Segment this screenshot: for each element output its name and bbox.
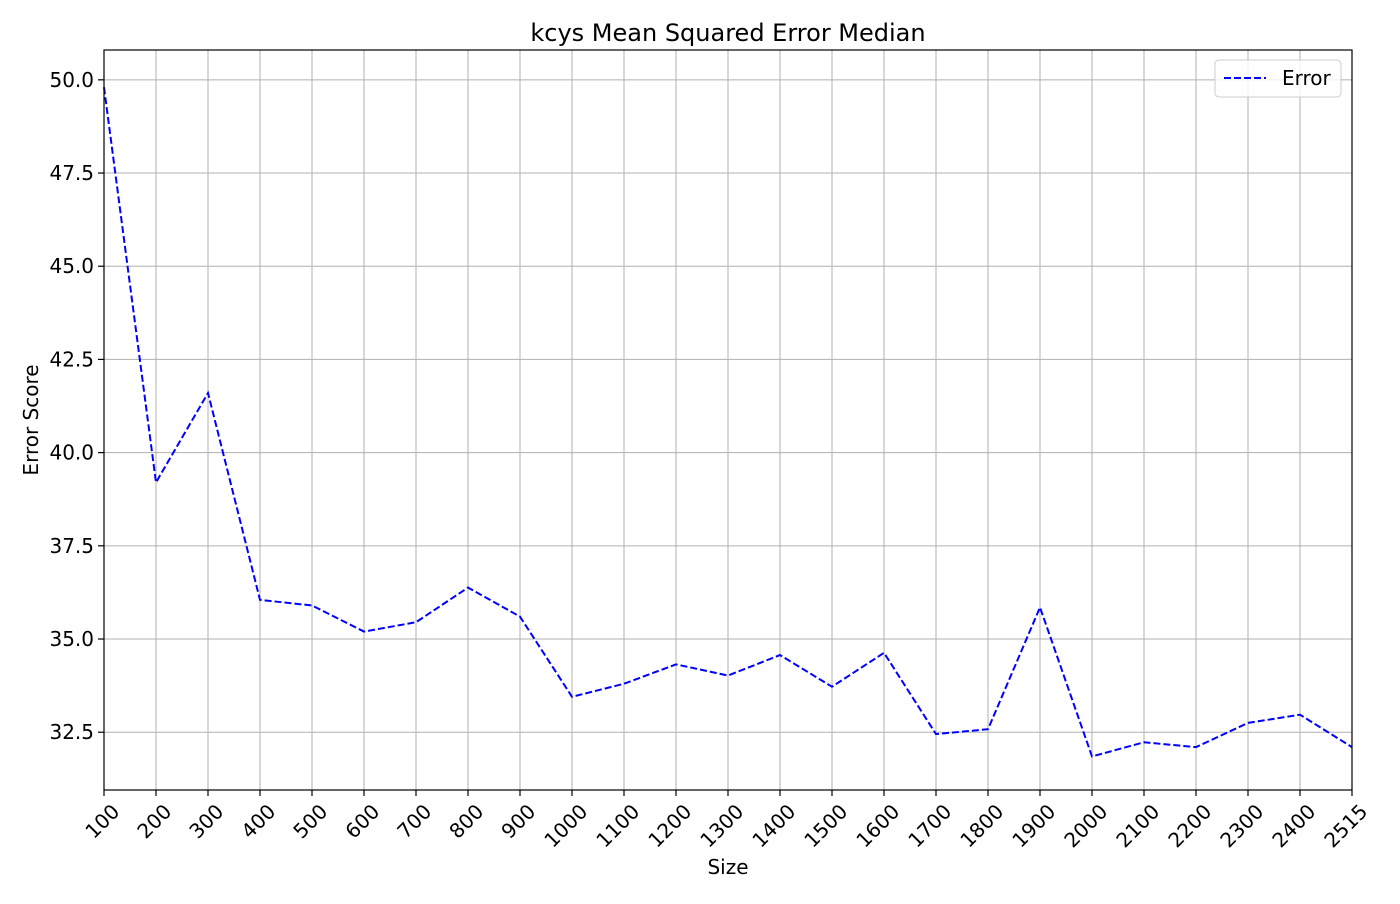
data-point (1299, 714, 1301, 716)
x-tick-label: 1900 (1007, 799, 1060, 852)
x-tick-label: 1400 (747, 799, 800, 852)
y-tick-label: 35.0 (49, 627, 94, 651)
data-point (675, 663, 677, 665)
y-axis: 32.5 35.0 37.5 40.0 42.5 45.0 47.5 50.0 (49, 68, 104, 744)
x-tick-label: 1300 (695, 799, 748, 852)
x-tick-label: 100 (80, 799, 124, 843)
x-tick-label: 900 (496, 799, 540, 843)
y-tick-label: 32.5 (49, 720, 94, 744)
data-point (1195, 746, 1197, 748)
data-point (1091, 755, 1093, 757)
x-tick-label: 1500 (799, 799, 852, 852)
data-point (779, 654, 781, 656)
chart-title: kcys Mean Squared Error Median (530, 19, 925, 47)
x-tick-label: 2200 (1163, 799, 1216, 852)
x-tick-label: 1600 (851, 799, 904, 852)
x-tick-label: 1000 (539, 799, 592, 852)
legend: Error (1214, 59, 1342, 98)
x-tick-label: 2000 (1059, 799, 1112, 852)
x-tick-label: 200 (132, 799, 176, 843)
x-tick-label: 2400 (1267, 799, 1320, 852)
y-tick-label: 37.5 (49, 534, 94, 558)
data-point (415, 621, 417, 623)
data-point (935, 733, 937, 735)
series-layer (103, 87, 1353, 758)
data-point (207, 392, 209, 394)
y-tick-label: 50.0 (49, 68, 94, 92)
y-tick-label: 42.5 (49, 347, 94, 371)
x-tick-label: 2100 (1111, 799, 1164, 852)
data-point (883, 652, 885, 654)
x-tick-label: 2300 (1215, 799, 1268, 852)
x-tick-label: 1200 (643, 799, 696, 852)
data-point (311, 604, 313, 606)
data-point (727, 675, 729, 677)
data-point (155, 481, 157, 483)
x-tick-label: 400 (236, 799, 280, 843)
x-tick-label: 700 (392, 799, 436, 843)
x-axis: 100 200 300 400 500 600 700 800 900 1000 1100 1200 1… (80, 790, 1372, 852)
x-tick-label: 800 (444, 799, 488, 843)
x-tick-label: 1700 (903, 799, 956, 852)
data-point (623, 683, 625, 685)
series-line-error (103, 87, 1353, 758)
data-point (987, 728, 989, 730)
data-point (831, 686, 833, 688)
grid (103, 50, 1353, 790)
x-tick-label: 600 (340, 799, 384, 843)
x-tick-label: 1100 (591, 799, 644, 852)
data-point (467, 587, 469, 589)
data-point (1247, 722, 1249, 724)
y-tick-label: 45.0 (49, 254, 94, 278)
y-tick-label: 40.0 (49, 441, 94, 465)
y-tick-label: 47.5 (49, 161, 94, 185)
y-axis-label: Error Score (19, 364, 43, 475)
x-tick-label: 2515 (1319, 799, 1372, 852)
data-point (1039, 606, 1041, 608)
data-point (363, 631, 365, 633)
data-point (1143, 741, 1145, 743)
x-axis-label: Size (707, 855, 748, 879)
x-tick-label: 1800 (955, 799, 1008, 852)
x-tick-label: 500 (288, 799, 332, 843)
legend-box (1214, 59, 1342, 98)
data-point (259, 599, 261, 601)
x-tick-label: 300 (184, 799, 228, 843)
data-point (571, 696, 573, 698)
data-point (519, 616, 521, 618)
legend-label-error: Error (1282, 66, 1332, 90)
